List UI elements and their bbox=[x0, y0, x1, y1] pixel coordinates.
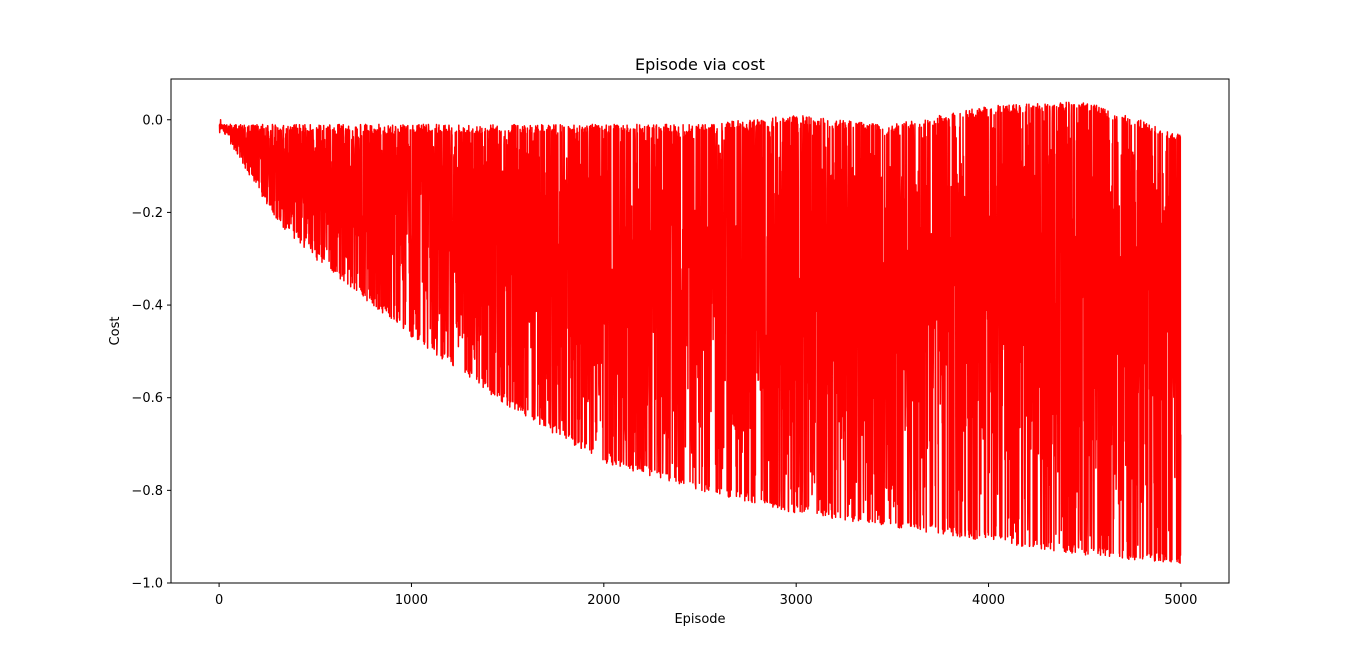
y-axis-label: Cost bbox=[108, 317, 123, 346]
x-tick-label: 2000 bbox=[587, 593, 620, 608]
y-tick-label: −1.0 bbox=[131, 577, 163, 592]
x-tick-label: 1000 bbox=[395, 593, 428, 608]
x-tick-label: 5000 bbox=[1164, 593, 1197, 608]
axes-frame bbox=[170, 78, 1230, 584]
cost-series-line bbox=[218, 101, 1182, 564]
y-tick-label: −0.4 bbox=[131, 299, 163, 314]
chart-title: Episode via cost bbox=[635, 55, 765, 74]
y-tick-label: −0.6 bbox=[131, 391, 163, 406]
x-tick-label: 4000 bbox=[972, 593, 1005, 608]
y-tick-label: −0.8 bbox=[131, 484, 163, 499]
y-axis-ticks: 0.0 −0.2 −0.4 −0.6 −0.8 −1.0 bbox=[131, 113, 171, 592]
x-tick-label: 3000 bbox=[780, 593, 813, 608]
x-axis-ticks: 0 1000 2000 3000 4000 5000 bbox=[215, 583, 1197, 608]
x-axis-label: Episode bbox=[674, 612, 725, 627]
x-tick-label: 0 bbox=[215, 593, 223, 608]
y-tick-label: 0.0 bbox=[142, 113, 163, 128]
y-tick-label: −0.2 bbox=[131, 206, 163, 221]
plot-area bbox=[218, 101, 1182, 564]
